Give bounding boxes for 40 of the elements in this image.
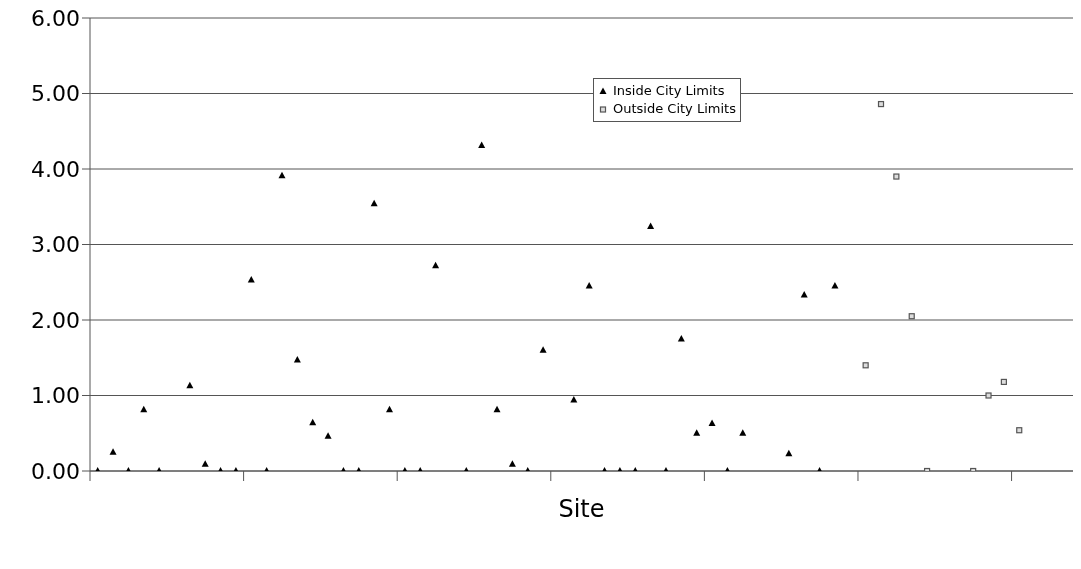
point	[708, 419, 716, 426]
point	[677, 334, 685, 342]
point	[508, 460, 516, 467]
point	[693, 429, 701, 436]
point	[831, 282, 839, 289]
legend-label: Outside City Limits	[613, 100, 736, 118]
point	[432, 261, 440, 269]
y-tick-label: 0.00	[31, 458, 80, 484]
x-axis-title: Site	[558, 495, 605, 523]
point	[908, 313, 915, 320]
point	[539, 346, 547, 353]
legend-label: Inside City Limits	[613, 82, 725, 100]
point	[309, 418, 317, 426]
y-tick-label: 3.00	[31, 232, 80, 258]
point	[739, 429, 747, 436]
y-tick-label: 6.00	[31, 5, 80, 31]
point	[570, 396, 578, 403]
point	[785, 449, 793, 457]
point	[478, 141, 486, 149]
point	[293, 356, 301, 363]
point	[893, 173, 900, 180]
point	[585, 282, 593, 289]
y-tick-label: 5.00	[31, 81, 80, 107]
point	[324, 432, 332, 439]
point	[862, 362, 869, 369]
point	[186, 381, 194, 389]
point	[647, 222, 655, 229]
point	[247, 275, 255, 283]
point	[140, 405, 148, 413]
y-tick-label: 2.00	[31, 307, 80, 333]
point	[800, 291, 808, 298]
y-tick-label: 4.00	[31, 156, 80, 182]
point	[201, 460, 209, 467]
point	[109, 448, 117, 455]
point	[1000, 378, 1007, 386]
point	[370, 199, 378, 207]
y-tick-label: 1.00	[31, 383, 80, 409]
point	[877, 100, 885, 108]
point	[1016, 427, 1023, 434]
point	[985, 392, 992, 399]
